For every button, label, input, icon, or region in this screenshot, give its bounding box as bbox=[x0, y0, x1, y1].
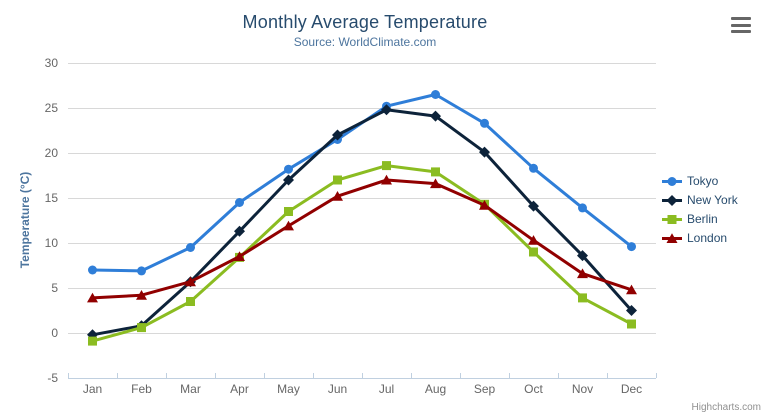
marker-circle[interactable] bbox=[88, 265, 97, 275]
legend-item-london[interactable]: London bbox=[661, 231, 738, 245]
marker-square[interactable] bbox=[382, 161, 391, 171]
y-axis-label: 15 bbox=[45, 191, 59, 205]
marker-diamond bbox=[666, 194, 678, 206]
legend-symbol-diamond-icon bbox=[662, 194, 682, 206]
marker-square[interactable] bbox=[578, 293, 587, 303]
legend-symbol-triangle-icon bbox=[662, 232, 682, 243]
marker-circle[interactable] bbox=[480, 118, 489, 128]
marker-triangle[interactable] bbox=[430, 178, 441, 189]
legend-item-berlin[interactable]: Berlin bbox=[661, 212, 738, 226]
chart-title: Monthly Average Temperature bbox=[242, 12, 488, 32]
marker-square[interactable] bbox=[431, 167, 440, 177]
marker-triangle[interactable] bbox=[234, 251, 245, 261]
chart-subtitle: Source: WorldClimate.com bbox=[293, 35, 437, 49]
legend-item-new-york[interactable]: New York bbox=[661, 193, 738, 207]
marker-triangle[interactable] bbox=[577, 268, 588, 279]
marker-circle bbox=[667, 176, 677, 186]
legend-label: New York bbox=[687, 193, 738, 207]
marker-circle[interactable] bbox=[578, 203, 587, 213]
marker-diamond[interactable] bbox=[528, 200, 539, 212]
x-axis-label: Aug bbox=[425, 382, 446, 396]
marker-circle[interactable] bbox=[529, 163, 538, 173]
x-axis-label: Jan bbox=[83, 382, 102, 396]
marker-triangle[interactable] bbox=[528, 235, 539, 245]
marker-triangle[interactable] bbox=[626, 284, 637, 295]
x-axis-label: Oct bbox=[524, 382, 543, 396]
marker-circle[interactable] bbox=[137, 266, 146, 276]
marker-diamond[interactable] bbox=[283, 174, 294, 186]
x-axis-label: May bbox=[277, 382, 300, 396]
series-line-new-york bbox=[91, 108, 633, 337]
hamburger-icon bbox=[731, 23, 751, 27]
legend-label: Berlin bbox=[687, 212, 718, 226]
marker-triangle[interactable] bbox=[136, 290, 147, 300]
y-axis-label: 30 bbox=[45, 56, 59, 70]
marker-triangle[interactable] bbox=[283, 220, 294, 231]
y-axis-label: 10 bbox=[45, 236, 59, 250]
marker-circle[interactable] bbox=[431, 90, 440, 99]
marker-square[interactable] bbox=[137, 323, 146, 333]
marker-diamond[interactable] bbox=[381, 104, 392, 116]
marker-diamond[interactable] bbox=[430, 110, 441, 122]
y-axis-label: 25 bbox=[45, 101, 59, 115]
marker-square[interactable] bbox=[88, 336, 97, 346]
marker-diamond[interactable] bbox=[479, 146, 490, 158]
marker-triangle[interactable] bbox=[479, 200, 490, 210]
x-axis-label: Mar bbox=[180, 382, 201, 396]
legend: Tokyo New York Berlin London bbox=[661, 174, 738, 245]
marker-square bbox=[667, 214, 677, 224]
x-axis-label: Dec bbox=[621, 382, 642, 396]
x-axis-label: Nov bbox=[572, 382, 593, 396]
marker-triangle[interactable] bbox=[185, 276, 196, 287]
marker-triangle bbox=[666, 232, 678, 243]
marker-triangle[interactable] bbox=[87, 292, 98, 303]
marker-circle[interactable] bbox=[186, 243, 195, 252]
hamburger-icon bbox=[731, 30, 751, 33]
x-axis-label: Jun bbox=[328, 382, 347, 396]
series-line-berlin bbox=[91, 164, 633, 343]
marker-triangle[interactable] bbox=[381, 174, 392, 185]
marker-circle[interactable] bbox=[627, 242, 636, 252]
hamburger-icon bbox=[731, 17, 751, 20]
x-axis-label: Feb bbox=[131, 382, 152, 396]
marker-square[interactable] bbox=[333, 175, 342, 185]
marker-diamond[interactable] bbox=[332, 129, 343, 141]
legend-item-tokyo[interactable]: Tokyo bbox=[661, 174, 738, 188]
marker-circle[interactable] bbox=[235, 198, 244, 207]
legend-label: London bbox=[687, 231, 728, 245]
legend-label: Tokyo bbox=[687, 174, 719, 188]
x-axis-label: Jul bbox=[379, 382, 394, 396]
y-axis-label: 20 bbox=[45, 146, 59, 160]
marker-triangle[interactable] bbox=[332, 191, 343, 201]
marker-diamond[interactable] bbox=[626, 305, 637, 316]
legend-symbol-square-icon bbox=[662, 214, 682, 224]
marker-square[interactable] bbox=[284, 207, 293, 216]
series-line-london bbox=[91, 178, 633, 300]
marker-diamond[interactable] bbox=[234, 225, 245, 237]
marker-diamond[interactable] bbox=[577, 250, 588, 262]
marker-square[interactable] bbox=[529, 247, 538, 257]
legend-symbol-circle-icon bbox=[662, 176, 682, 186]
y-axis-label: 5 bbox=[51, 281, 58, 295]
x-axis-label: Apr bbox=[230, 382, 249, 396]
marker-circle[interactable] bbox=[284, 164, 293, 174]
marker-square[interactable] bbox=[186, 297, 195, 306]
marker-square[interactable] bbox=[627, 319, 636, 329]
export-menu-button[interactable] bbox=[731, 17, 753, 33]
y-axis-label: -5 bbox=[47, 371, 58, 385]
credits-link[interactable]: Highcharts.com bbox=[691, 402, 761, 413]
y-axis-label: 0 bbox=[51, 326, 58, 340]
x-axis-label: Sep bbox=[474, 382, 496, 396]
